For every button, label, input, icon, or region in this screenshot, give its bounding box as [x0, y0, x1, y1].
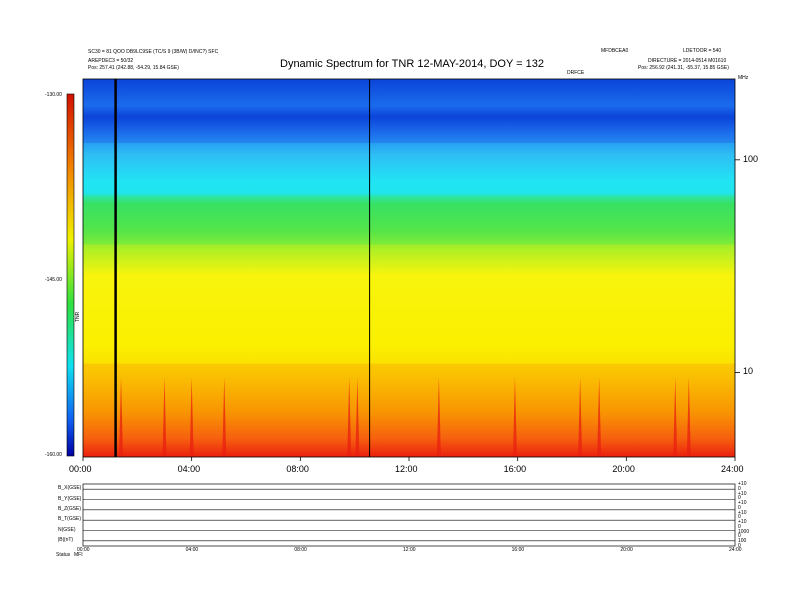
header-left-line1: SC30 = 81 QOO DB9LC9SE (TC/S 9 (3B/W) D/…: [88, 49, 219, 55]
lower-right-label: +10: [738, 500, 747, 507]
lower-right-label: 1000: [738, 528, 750, 535]
burst-mark-4: [347, 377, 352, 457]
burst-mark-9: [597, 377, 602, 457]
colorbar-rect: [66, 93, 75, 457]
spectrogram-band-2: [83, 195, 735, 245]
x-tick-label: 04:00: [177, 464, 201, 474]
x-tick-label: 08:00: [286, 464, 309, 474]
lower-time-tick: 20:00: [620, 547, 633, 553]
y-tick-label: 10: [743, 366, 754, 377]
lower-right-label: +10: [738, 509, 747, 516]
burst-mark-3: [222, 377, 227, 457]
lower-right-label: 0: [738, 533, 741, 540]
spectrogram-band-0: [83, 79, 735, 143]
spectrogram-band-3: [83, 244, 735, 364]
header-left-line3: Pos: 257.41 (242.88, -54.29, 15.84 GSE): [88, 65, 179, 71]
lower-row-label: B_Y(GSE): [58, 495, 82, 502]
lower-row-label: B_Z(GSE): [58, 505, 82, 512]
y-tick-label: 100: [743, 153, 759, 164]
burst-mark-2: [189, 377, 194, 457]
lower-right-label: 0: [738, 514, 741, 521]
lower-row-label: B_X(GSE): [58, 485, 82, 492]
lower-panel-frame: [82, 483, 736, 547]
header-left-line2: AREPDEC3 = 50/32: [88, 58, 134, 64]
lower-time-tick: 00:00: [77, 547, 90, 553]
lower-time-tick: 04:00: [185, 547, 199, 553]
colorbar-tick-mid: -145.00: [45, 277, 62, 283]
burst-mark-10: [673, 377, 678, 457]
lower-row-label: B_T(GSE): [58, 516, 82, 523]
lower-time-tick: 12:00: [403, 547, 416, 553]
lower-time-tick: 08:00: [294, 547, 307, 553]
burst-mark-11: [686, 377, 691, 457]
lower-time-tick: 24:00: [729, 547, 742, 553]
x-tick-label: 12:00: [395, 464, 418, 474]
lower-right-label: +10: [738, 519, 747, 526]
lower-time-tick: 16:00: [511, 547, 525, 553]
header-right-line1: MFDBCEA0: [601, 48, 629, 54]
lower-right-label: 0: [738, 485, 741, 492]
colorbar-tick-bottom: -160.00: [45, 452, 62, 458]
burst-mark-1: [162, 377, 167, 457]
lower-right-label: 0: [738, 523, 741, 530]
lower-row-label: |B|(nT): [58, 536, 74, 543]
x-tick-label: 16:00: [503, 464, 527, 474]
lower-right-label: +10: [738, 481, 747, 487]
lower-row-label: N(GSE): [58, 526, 76, 533]
header-right-line2: LDETOOR = 540: [683, 48, 722, 54]
burst-mark-6: [436, 377, 441, 457]
x-tick-label: 00:00: [69, 464, 92, 474]
x-tick-label: 24:00: [721, 464, 744, 474]
burst-mark-8: [578, 377, 583, 457]
header-right-line4: Pos: 256.92 (241.31, -55.37, 15.85 GSE): [638, 65, 729, 71]
lower-right-label: 0: [738, 543, 741, 549]
lower-right-label: +10: [738, 490, 747, 497]
lower-right-label: 100: [738, 538, 747, 545]
chart-title: Dynamic Spectrum for TNR 12-MAY-2014, DO…: [280, 58, 545, 70]
header-right-line3: DIRECTURE = 2014-0514 M01610: [648, 58, 727, 64]
footer-right: MFI: [74, 552, 83, 558]
burst-mark-7: [512, 377, 517, 457]
footer-left: Status: [56, 552, 71, 558]
colorbar-tick-top: -130.00: [45, 92, 62, 98]
spectrogram-band-1: [83, 142, 735, 196]
burst-mark-5: [355, 377, 360, 457]
header-corner-right: MHz: [738, 75, 749, 81]
burst-mark-0: [119, 377, 124, 457]
header-mid-label: DRFCE: [567, 70, 585, 76]
lower-right-label: 0: [738, 504, 741, 511]
lower-right-label: 0: [738, 495, 741, 502]
x-tick-label: 20:00: [612, 464, 635, 474]
